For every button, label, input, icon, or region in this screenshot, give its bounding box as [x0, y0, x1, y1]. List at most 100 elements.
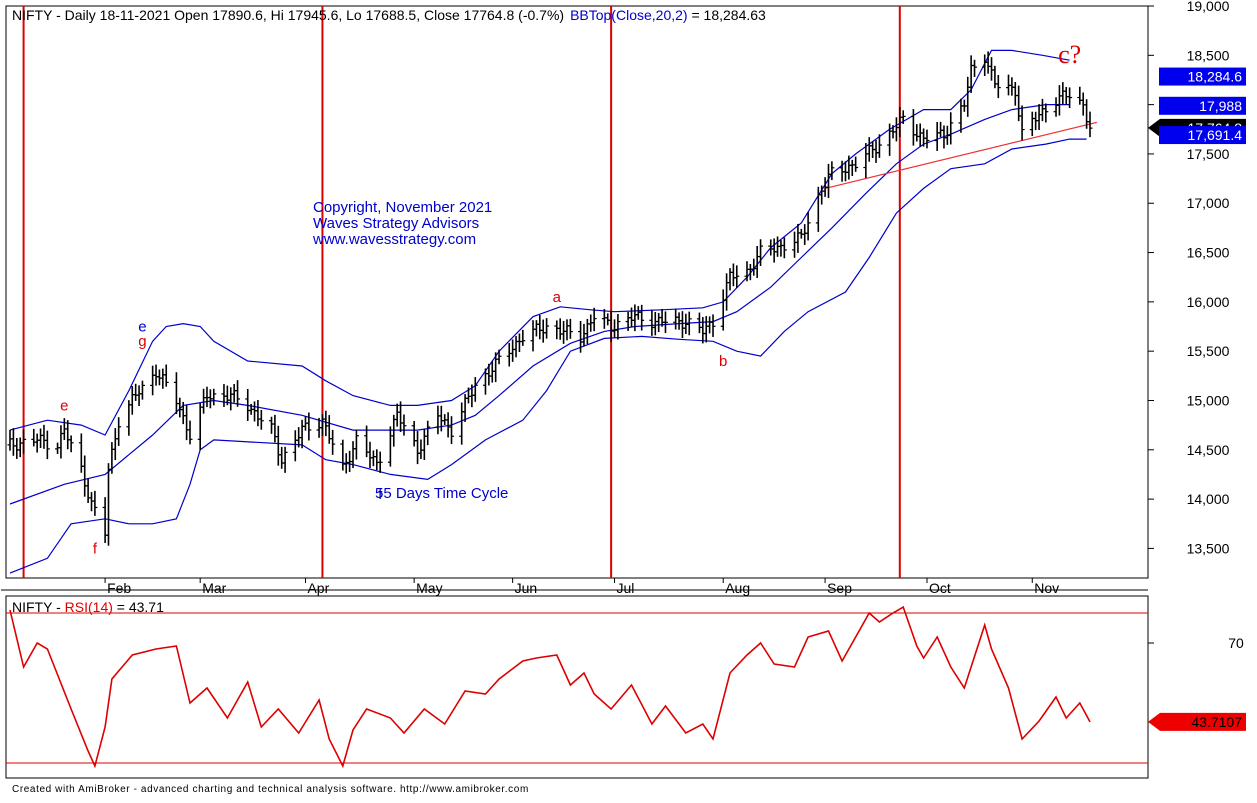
value-tag-box — [1159, 126, 1246, 145]
y-tick-label: 17,000 — [1187, 195, 1230, 211]
ohlc-bar — [710, 314, 716, 337]
value-tag: 17,691.4 — [1159, 126, 1246, 145]
ohlc-bar — [92, 490, 98, 516]
wave-label: e — [60, 397, 68, 414]
ohlc-bar — [972, 59, 978, 77]
ohlc-bar — [1043, 103, 1049, 123]
month-label: Feb — [107, 580, 131, 596]
ohlc-bar — [567, 318, 573, 339]
header-indicator-value: = 18,284.63 — [688, 7, 766, 23]
month-label: Mar — [202, 580, 226, 596]
ohlc-bar — [734, 265, 740, 288]
month-label: Apr — [307, 580, 329, 596]
ohlc-bar — [948, 112, 954, 145]
trendline — [824, 121, 1097, 190]
ohlc-bar — [401, 414, 407, 436]
rsi-header-sep: - — [52, 599, 64, 615]
header-indicator: BBTop(Close,20,2) — [570, 7, 688, 23]
ohlc-bar — [235, 380, 241, 407]
ohlc-bar — [876, 134, 882, 158]
month-label: May — [416, 580, 442, 596]
ohlc-bar — [306, 412, 312, 441]
wave-label: a — [553, 289, 562, 306]
month-label: Oct — [929, 580, 951, 596]
ohlc-bar — [615, 314, 621, 340]
wave-label: b — [719, 353, 727, 370]
ohlc-bar — [44, 430, 50, 460]
ohlc-bar — [520, 329, 526, 346]
rsi-value-tag: 43.7107 — [1148, 712, 1246, 731]
value-tag-label: 17,691.4 — [1188, 127, 1243, 143]
ohlc-bar — [853, 156, 859, 172]
wave-label: f — [93, 540, 98, 557]
value-tag-label: 17,988 — [1199, 98, 1242, 114]
ohlc-bar — [68, 435, 74, 453]
ohlc-bar — [282, 446, 288, 473]
y-tick-label: 15,500 — [1187, 343, 1230, 359]
wave-label: e — [138, 318, 146, 335]
ohlc-bar — [449, 416, 455, 445]
ohlc-bar — [425, 420, 431, 446]
y-tick-label: 18,500 — [1187, 47, 1230, 63]
ohlc-bar — [1067, 87, 1073, 109]
y-tick-label: 13,500 — [1187, 540, 1230, 556]
value-tag: 17,988 — [1159, 96, 1246, 115]
ohlc-bar — [1087, 111, 1093, 138]
ohlc-bar — [211, 388, 217, 406]
y-tick-label: 19,000 — [1187, 0, 1230, 14]
ohlc-bar — [1019, 105, 1025, 141]
rsi-line — [9, 605, 1091, 769]
chart-text: NIFTY - Daily 18-11-2021 Open 17890.6, H… — [12, 7, 766, 615]
rsi-y-tick-label: 70 — [1228, 635, 1244, 651]
ohlc-bar — [591, 307, 597, 332]
ohlc-bar — [639, 304, 645, 331]
y-tick-label: 14,500 — [1187, 442, 1230, 458]
bollinger-lower — [9, 138, 1087, 574]
y-tick-label: 16,000 — [1187, 294, 1230, 310]
ohlc-bar — [686, 311, 692, 336]
rsi-chart: 70 43.7107 — [5, 595, 1246, 779]
ohlc-bar — [544, 318, 550, 339]
value-tag-label: 18,284.6 — [1188, 69, 1243, 85]
rsi-header-symbol: NIFTY — [12, 599, 53, 615]
ohlc-bar — [116, 417, 122, 446]
ohlc-bar — [258, 409, 264, 430]
rsi-value-tag-label: 43.7107 — [1191, 714, 1242, 730]
month-label: Jul — [617, 580, 635, 596]
month-label: Aug — [725, 580, 750, 596]
wave-label: f — [378, 486, 383, 503]
ohlc-bar — [21, 429, 27, 454]
y-tick-label: 15,000 — [1187, 392, 1230, 408]
copyright-line2: Waves Strategy Advisors — [313, 215, 479, 232]
ohlc-bar — [330, 429, 336, 455]
rsi-frame — [5, 595, 1149, 779]
price-frame — [5, 5, 1149, 579]
ohlc-bar — [377, 451, 383, 473]
wave-label: g — [138, 333, 146, 350]
month-label: Sep — [827, 580, 852, 596]
ohlc-bar — [496, 349, 502, 365]
header-info: - Daily 18-11-2021 Open 17890.6, Hi 1794… — [52, 7, 564, 23]
ohlc-bar — [900, 110, 906, 124]
ohlc-bar — [758, 239, 764, 266]
value-tag-box — [1159, 67, 1246, 86]
copyright-line1: Copyright, November 2021 — [313, 199, 492, 216]
rsi-header: NIFTY - RSI(14) = 43.71 — [12, 599, 164, 615]
y-tick-label: 14,000 — [1187, 491, 1230, 507]
ohlc-bar — [662, 311, 668, 334]
ohlc-bar — [472, 377, 478, 402]
ohlc-bar — [805, 212, 811, 241]
y-tick-label: 17,500 — [1187, 146, 1230, 162]
ohlc-bar — [139, 380, 145, 400]
rsi-header-indicator: RSI(14) — [65, 599, 113, 615]
y-tick-label: 16,500 — [1187, 245, 1230, 261]
footer-credit: Created with AmiBroker - advanced charti… — [12, 784, 529, 795]
rsi-header-value: = 43.71 — [113, 599, 164, 615]
copyright-line3: www.wavesstrategy.com — [312, 231, 476, 248]
ohlc-bar — [829, 161, 835, 181]
price-header: NIFTY - Daily 18-11-2021 Open 17890.6, H… — [12, 7, 766, 23]
ohlc-bar — [163, 364, 169, 387]
header-symbol: NIFTY — [12, 7, 53, 23]
